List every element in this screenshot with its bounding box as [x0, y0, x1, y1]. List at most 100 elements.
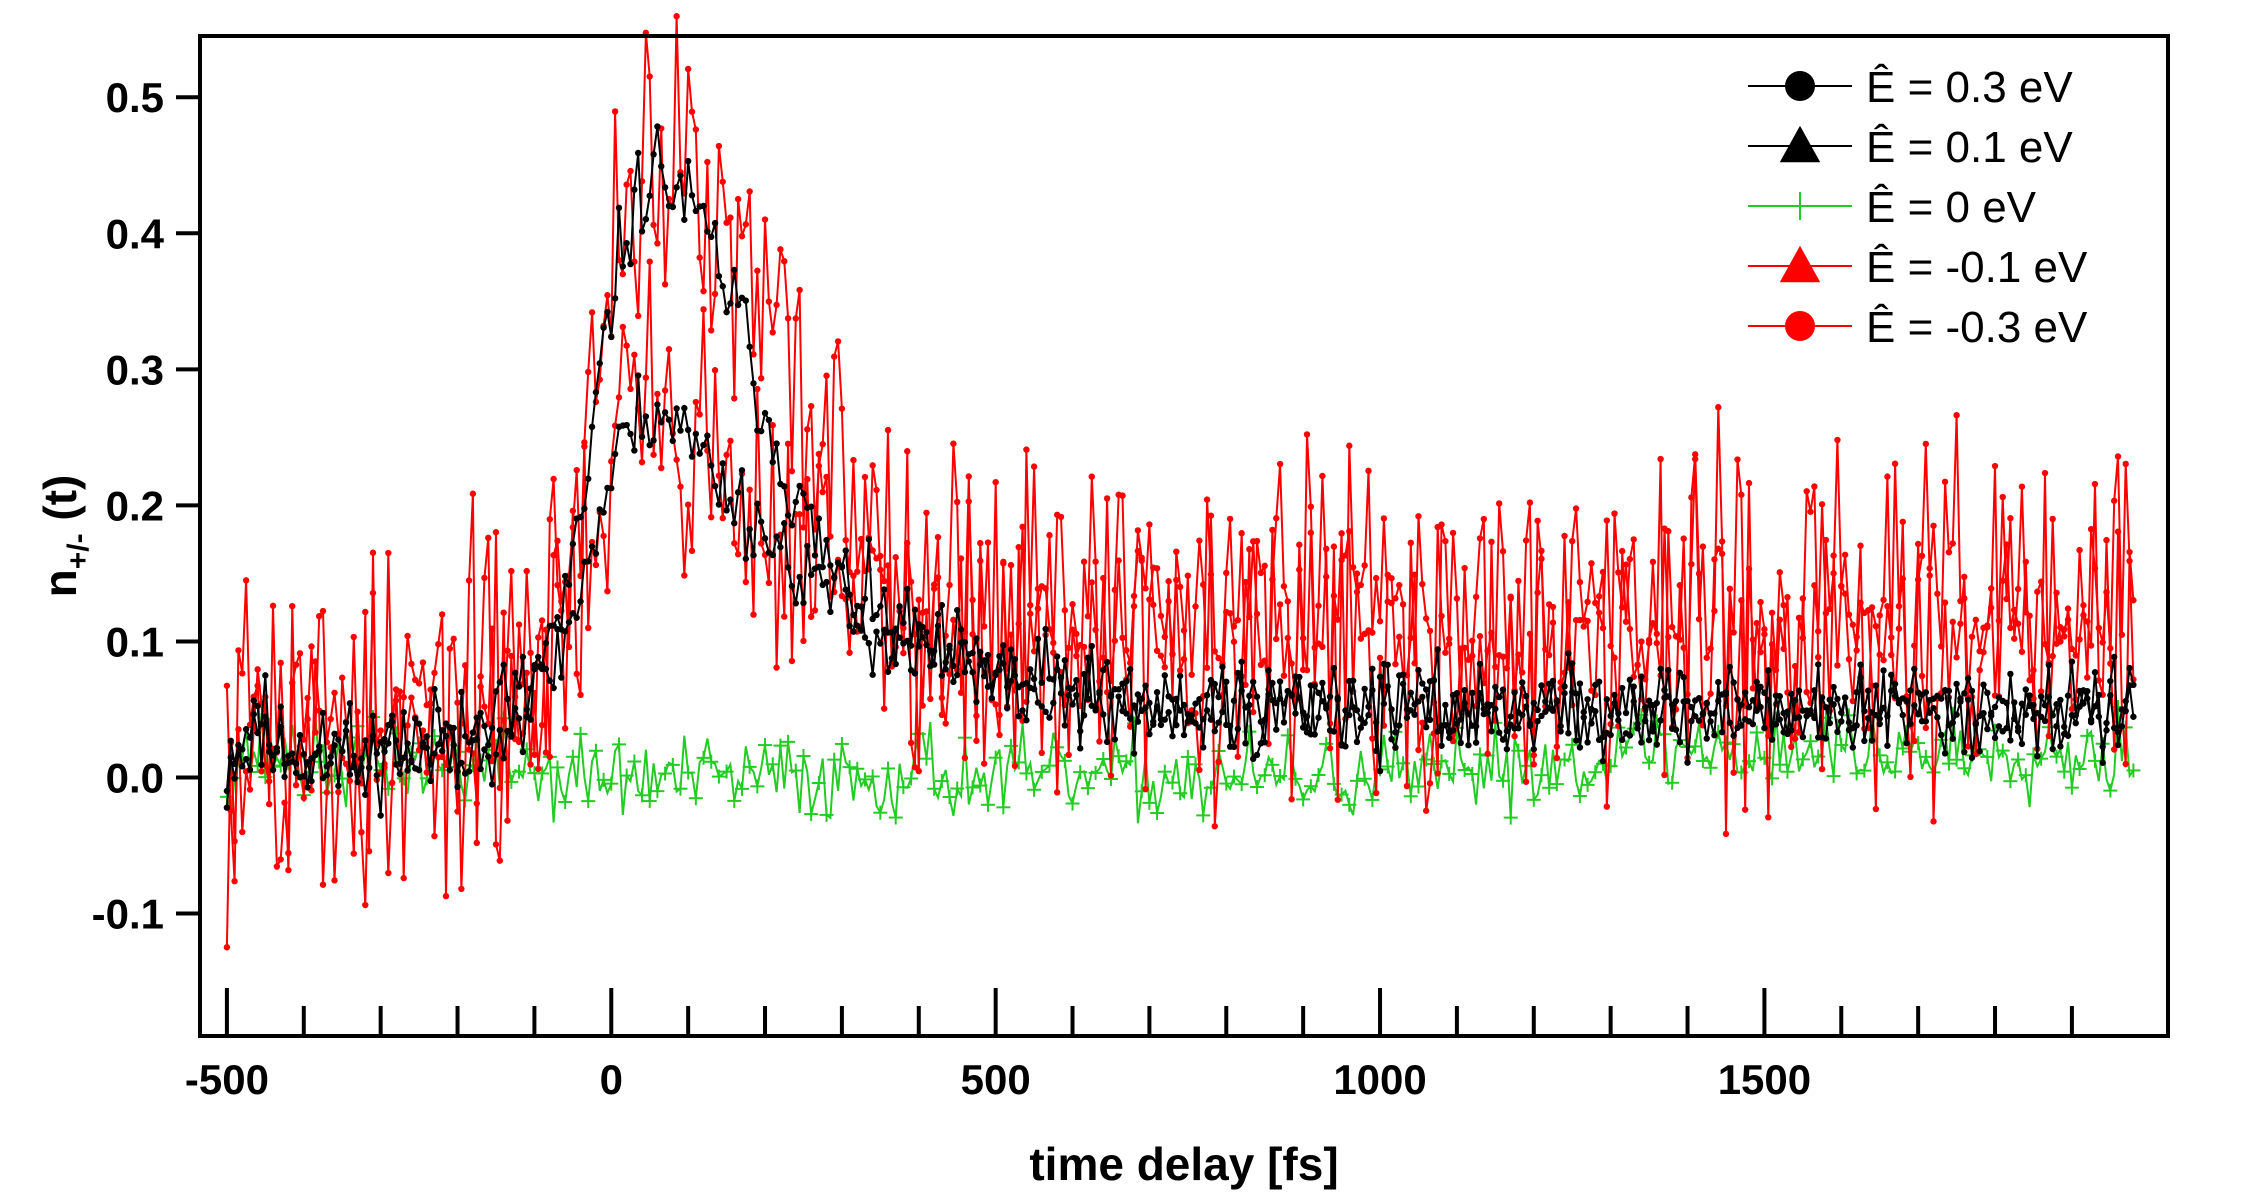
data-point: [704, 432, 711, 439]
data-point: [1638, 739, 1645, 746]
data-point: [842, 760, 857, 775]
data-point: [1461, 686, 1468, 694]
data-point: [1569, 537, 1576, 545]
data-point: [704, 754, 719, 769]
data-point: [711, 367, 719, 374]
data-point: [1403, 714, 1411, 721]
data-point: [850, 761, 865, 776]
data-point: [319, 709, 327, 717]
data-point: [769, 551, 776, 559]
data-point: [500, 755, 507, 762]
data-point: [1961, 690, 1968, 697]
data-point: [396, 771, 411, 786]
data-point: [604, 292, 611, 299]
data-point: [1276, 601, 1284, 608]
data-point: [1799, 733, 1807, 741]
data-point: [850, 628, 857, 635]
data-point: [1434, 770, 1441, 777]
data-point: [969, 631, 976, 638]
data-point: [1200, 744, 1207, 751]
data-point: [684, 65, 692, 73]
data-point: [1319, 472, 1326, 480]
data-point: [642, 794, 657, 809]
data-point: [588, 423, 596, 431]
data-point: [734, 195, 742, 203]
data-point: [423, 744, 430, 751]
data-point: [1396, 722, 1403, 729]
data-point: [1365, 703, 1372, 710]
y-axis-title: n+/- (t): [34, 475, 95, 598]
data-point: [1888, 671, 1895, 679]
data-point: [738, 467, 746, 474]
data-point: [1361, 562, 1368, 569]
data-point: [927, 695, 934, 703]
data-point: [1411, 711, 1418, 718]
data-point: [1084, 654, 1092, 661]
data-point: [1319, 679, 1326, 687]
data-point: [1046, 532, 1053, 539]
data-point: [2049, 749, 2064, 764]
data-point: [1134, 527, 1142, 534]
data-point: [1849, 766, 1864, 781]
data-point: [1407, 689, 1414, 696]
data-point: [661, 387, 669, 394]
data-point: [515, 715, 523, 722]
data-point: [1330, 543, 1338, 550]
data-point: [746, 188, 753, 195]
data-point: [781, 483, 788, 490]
data-point: [969, 669, 976, 676]
data-point: [1476, 633, 1484, 640]
data-point: [1126, 659, 1134, 667]
data-point: [2030, 701, 2037, 709]
data-point: [300, 751, 307, 758]
data-point: [1280, 672, 1288, 679]
data-point: [1984, 725, 1991, 733]
data-point: [223, 944, 231, 951]
data-point: [1007, 646, 1015, 653]
data-point: [1292, 710, 1299, 717]
data-point: [1911, 702, 1918, 709]
data-point: [977, 661, 984, 668]
data-point: [1242, 740, 1249, 747]
data-point: [784, 315, 792, 322]
data-point: [796, 573, 803, 581]
data-point: [1138, 557, 1145, 564]
data-point: [1511, 689, 1518, 696]
data-point: [1638, 673, 1645, 680]
data-point: [1426, 780, 1434, 787]
data-point: [481, 722, 488, 730]
data-point: [611, 108, 619, 115]
data-point: [2007, 624, 2014, 632]
data-point: [2068, 711, 2076, 719]
data-point: [1853, 647, 1860, 654]
data-point: [1811, 483, 1818, 490]
data-point: [1446, 728, 1453, 736]
data-point: [1146, 730, 1153, 738]
data-point: [558, 795, 573, 810]
data-point: [496, 784, 504, 792]
data-point: [1415, 513, 1422, 520]
data-point: [681, 572, 688, 579]
data-point: [1165, 598, 1172, 605]
data-point: [1526, 792, 1541, 807]
data-point: [757, 518, 765, 525]
data-point: [1922, 689, 1930, 696]
data-point: [838, 564, 846, 571]
data-point: [1841, 551, 1849, 558]
data-point: [1868, 737, 1876, 744]
data-point: [1872, 622, 1880, 630]
data-point: [1173, 548, 1180, 555]
data-point: [681, 404, 688, 412]
data-point: [1984, 689, 1991, 697]
data-point: [1234, 725, 1242, 733]
data-point: [1534, 718, 1541, 725]
data-point: [996, 731, 1003, 739]
data-point: [515, 683, 523, 690]
data-point: [1349, 704, 1357, 711]
data-point: [565, 618, 573, 626]
data-point: [1949, 735, 1956, 742]
data-point: [969, 649, 976, 657]
data-point: [1096, 688, 1103, 695]
data-point: [1761, 626, 1768, 633]
data-point: [1941, 756, 1956, 771]
